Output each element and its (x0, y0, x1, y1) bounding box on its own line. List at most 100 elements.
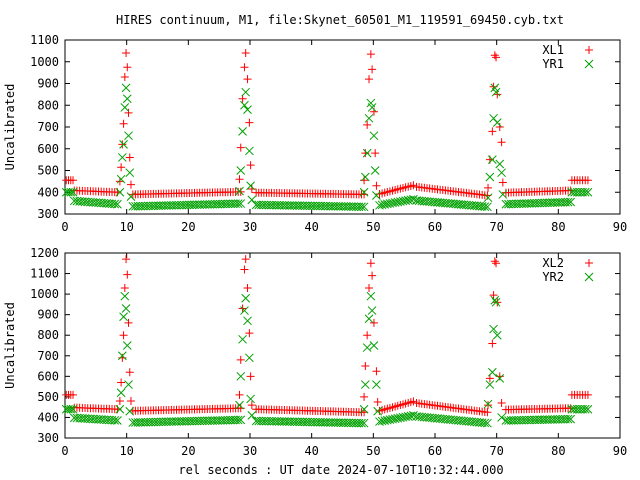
data-point (125, 368, 134, 377)
data-point (247, 411, 257, 420)
data-point (357, 202, 366, 212)
chart-title: HIRES continuum, M1, file:Skynet_60501_M… (116, 13, 564, 27)
series-xl2 (62, 255, 592, 417)
data-point (492, 259, 501, 268)
data-point (113, 416, 122, 425)
data-point (119, 312, 128, 322)
data-point (485, 374, 494, 383)
data-point (362, 343, 372, 352)
data-point (483, 418, 492, 428)
y-tick-label: 800 (37, 328, 59, 342)
x-tick-label: 10 (119, 220, 133, 234)
y-axis-label: Uncalibrated (3, 84, 17, 171)
data-point (491, 297, 501, 307)
x-tick-label: 50 (366, 444, 380, 458)
data-point (125, 153, 134, 162)
data-point (121, 304, 131, 313)
data-point (360, 392, 369, 401)
data-point (488, 339, 497, 348)
data-point (487, 367, 497, 377)
data-point (120, 72, 129, 81)
y-tick-label: 600 (37, 369, 59, 383)
data-point (243, 283, 252, 292)
data-point (393, 413, 403, 423)
data-point (375, 417, 384, 426)
y-tick-label: 300 (37, 431, 59, 445)
x-tick-label: 10 (119, 444, 133, 458)
data-point (359, 187, 369, 197)
data-point (566, 197, 576, 207)
data-point (498, 190, 508, 199)
data-point (409, 194, 418, 204)
data-point (245, 329, 254, 338)
data-point (495, 374, 505, 383)
data-point (483, 193, 493, 203)
data-point (580, 187, 590, 197)
data-point (566, 414, 576, 424)
data-point (241, 87, 251, 97)
data-point (246, 161, 255, 170)
data-point (369, 318, 378, 327)
y-tick-label: 500 (37, 164, 59, 178)
data-point (484, 183, 493, 192)
data-point (126, 397, 135, 405)
data-point (364, 113, 374, 123)
data-point (115, 177, 124, 186)
data-point (366, 291, 376, 301)
y-tick-label: 1000 (30, 287, 59, 301)
data-point (369, 131, 379, 141)
data-point (485, 380, 495, 389)
data-point (235, 390, 244, 399)
data-point (563, 197, 573, 207)
series-xl1 (62, 49, 592, 200)
data-point (66, 187, 76, 197)
y-tick-label: 1100 (30, 267, 59, 281)
data-point (61, 404, 71, 414)
data-point (235, 175, 244, 184)
data-point (365, 283, 374, 292)
data-point (236, 199, 246, 208)
data-point (233, 199, 243, 208)
data-point (369, 341, 379, 350)
data-point (490, 257, 499, 266)
data-point (241, 49, 250, 58)
data-point (359, 404, 369, 414)
data-point (122, 94, 132, 104)
data-point (375, 200, 384, 210)
data-point (124, 380, 133, 389)
data-point (121, 83, 131, 93)
y-tick-label: 500 (37, 390, 59, 404)
x-tick-label: 40 (304, 220, 318, 234)
data-point (361, 362, 370, 371)
data-point (120, 283, 129, 292)
y-tick-label: 1100 (30, 33, 59, 47)
data-point (116, 388, 126, 398)
x-tick-label: 60 (428, 220, 442, 234)
data-point (498, 178, 507, 187)
data-point (364, 314, 374, 324)
y-tick-label: 900 (37, 308, 59, 322)
legend-label: XL2 (542, 256, 564, 270)
data-point (238, 126, 247, 136)
x-tick-label: 0 (61, 444, 68, 458)
data-point (126, 192, 136, 201)
y-axis-label: Uncalibrated (3, 302, 17, 389)
data-point (115, 397, 124, 405)
data-point (489, 291, 498, 300)
data-point (388, 198, 397, 208)
data-point (123, 63, 132, 72)
data-point (119, 140, 128, 149)
data-point (372, 181, 381, 190)
data-point (125, 406, 135, 416)
data-point (563, 414, 573, 424)
data-point (359, 202, 369, 212)
legend-marker (585, 259, 593, 267)
y-tick-label: 400 (37, 185, 59, 199)
data-point (360, 176, 369, 185)
data-point (68, 187, 78, 197)
data-point (409, 411, 418, 420)
data-point (115, 187, 125, 197)
y-tick-label: 700 (37, 349, 59, 363)
data-point (373, 398, 382, 407)
data-point (116, 174, 126, 184)
